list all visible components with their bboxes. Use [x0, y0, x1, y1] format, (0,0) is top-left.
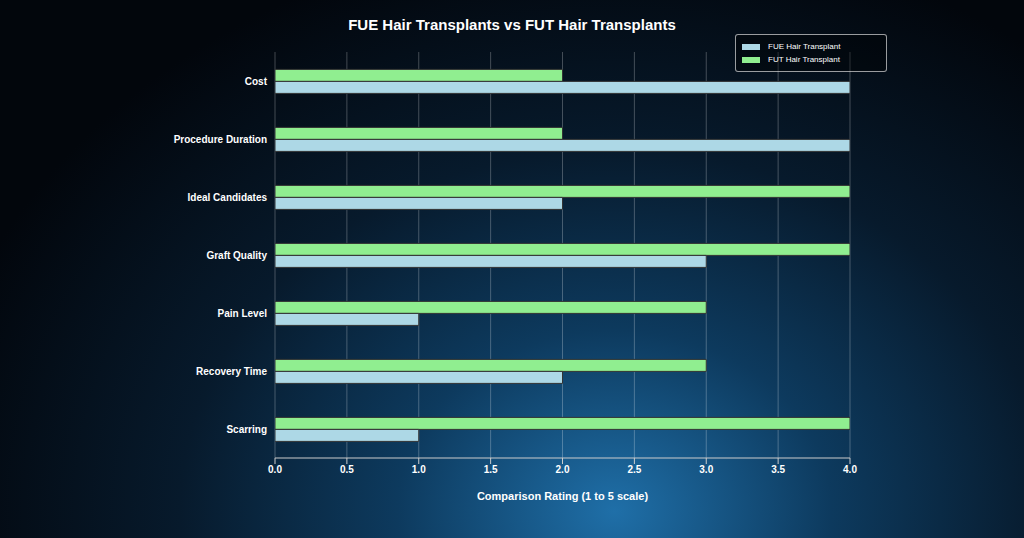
svg-text:Procedure Duration: Procedure Duration [174, 134, 267, 145]
html-text:FUT Hair Transplant: FUT Hair Transplant [768, 55, 840, 64]
svg-text:Comparison Rating (1 to 5 scal: Comparison Rating (1 to 5 scale) [477, 490, 648, 502]
html-text:FUE Hair Transplant: FUE Hair Transplant [768, 42, 841, 51]
svg-text:0.5: 0.5 [340, 464, 354, 475]
svg-text:1.5: 1.5 [484, 464, 498, 475]
svg-text:Cost: Cost [245, 76, 268, 87]
svg-text:Graft Quality: Graft Quality [206, 250, 267, 261]
svg-text:Pain Level: Pain Level [218, 308, 268, 319]
svg-text:Recovery Time: Recovery Time [196, 366, 267, 377]
svg-text:2.0: 2.0 [556, 464, 570, 475]
svg-text:3.0: 3.0 [699, 464, 713, 475]
svg-text:Ideal Candidates: Ideal Candidates [188, 192, 268, 203]
html-text:FUE Hair Transplants vs FUT Ha: FUE Hair Transplants vs FUT Hair Transpl… [348, 16, 676, 33]
svg-text:4.0: 4.0 [843, 464, 857, 475]
svg-text:2.5: 2.5 [627, 464, 641, 475]
svg-text:Scarring: Scarring [226, 424, 267, 435]
svg-text:0.0: 0.0 [268, 464, 282, 475]
svg-text:1.0: 1.0 [412, 464, 426, 475]
svg-text:3.5: 3.5 [771, 464, 785, 475]
